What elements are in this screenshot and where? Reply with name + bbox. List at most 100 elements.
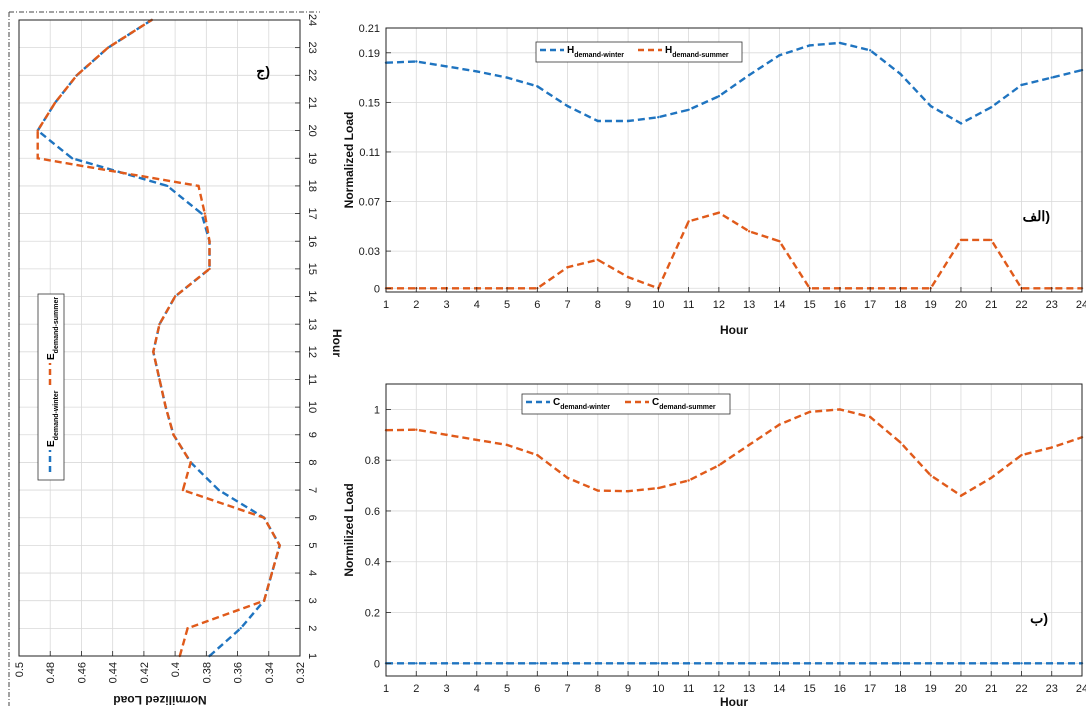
chart-e-hour-tick-label: 22 <box>306 69 318 81</box>
chart-h-point-summer <box>687 220 690 223</box>
chart-h-legend-summer-name: H <box>665 45 672 56</box>
chart-c-point-winter <box>596 662 599 665</box>
chart-h-x-tick-label: 19 <box>925 299 937 311</box>
chart-e-load-ticks: 0.32 0.34 0.36 0.38 0.4 0.42 0.44 0.46 0.48 0.5 <box>14 651 307 683</box>
chart-h-x-tick-label: 24 <box>1076 299 1086 311</box>
chart-h-point-winter <box>415 60 418 63</box>
chart-e-point-winter <box>166 184 169 188</box>
chart-h-y-tick-label: 0.15 <box>359 97 380 109</box>
chart-c-point-winter <box>808 662 811 665</box>
chart-h-x-tick-label: 22 <box>1015 299 1027 311</box>
chart-c-x-tick-label: 20 <box>955 683 967 695</box>
chart-h-point-winter <box>778 54 781 57</box>
chart-c-x-tick-label: 5 <box>504 683 510 695</box>
chart-h-panel-label: الف) <box>1023 208 1050 224</box>
chart-c-legend-winter-sub: demand-winter <box>560 404 610 411</box>
chart-e-hour-tick-label: 9 <box>306 432 318 438</box>
chart-c-legend: Cdemand-winter Cdemand-summer <box>521 393 731 415</box>
svg-text:Edemand-winter: Edemand-winter <box>46 390 60 447</box>
chart-e-load-tick-label: 0.44 <box>108 662 120 683</box>
chart-c-point-summer <box>596 489 599 492</box>
chart-c-point-winter <box>475 662 478 665</box>
chart-e-hour-tick-label: 19 <box>306 152 318 164</box>
chart-e-hour-tick-label: 2 <box>306 625 318 631</box>
chart-c-point-summer <box>566 476 569 480</box>
chart-c-x-tick-label: 18 <box>894 683 906 695</box>
chart-c-y-tick-label: 0.8 <box>365 455 380 467</box>
chart-c-plot-frame <box>385 383 1083 677</box>
chart-e-point-summer <box>262 599 266 602</box>
chart-c-x-tick-label: 19 <box>925 683 937 695</box>
chart-h-point-winter <box>626 119 630 123</box>
chart-c-point-summer <box>808 410 811 414</box>
chart-c-point-winter <box>869 662 872 665</box>
chart-c-point-winter <box>959 662 963 665</box>
chart-c-x-tick-label: 10 <box>652 683 664 695</box>
chart-h-point-summer <box>596 258 599 261</box>
chart-c-point-summer <box>959 494 963 497</box>
chart-c-point-winter <box>445 662 448 665</box>
chart-h-point-winter <box>808 44 811 47</box>
chart-c-x-tick-label: 15 <box>804 683 816 695</box>
chart-c-point-winter <box>566 662 569 665</box>
chart-e-hour-tick-label: 16 <box>306 235 318 247</box>
chart-e-point-summer <box>152 350 155 353</box>
chart-e-load-tick-label: 0.42 <box>139 662 151 683</box>
chart-c-x-axis-label: Hour <box>720 695 748 709</box>
chart-c-point-summer <box>929 474 932 477</box>
chart-c-y-tick-label: 1 <box>374 404 380 416</box>
chart-e-point-winter <box>217 488 220 492</box>
chart-h-demand: 1 2 3 4 5 6 7 8 9 10 11 12 13 14 15 16 17 18 19 20 21 22 23 24 … <box>342 23 1086 337</box>
chart-c-point-summer <box>778 423 781 426</box>
chart-e-point-summer <box>197 184 200 188</box>
chart-e-legend-summer-sub: demand-summer <box>53 297 60 354</box>
chart-e-legend-winter-sub: demand-winter <box>53 390 60 440</box>
chart-h-x-tick-label: 10 <box>652 299 664 311</box>
chart-h-legend-winter-name: H <box>567 45 574 56</box>
chart-h-point-summer <box>626 275 630 279</box>
chart-e-point-summer <box>158 378 161 381</box>
chart-h-point-winter <box>929 104 932 108</box>
chart-h-x-tick-label: 16 <box>834 299 846 311</box>
chart-c-x-tick-label: 2 <box>413 683 419 695</box>
chart-e-point-summer <box>36 129 39 132</box>
chart-e-hour-tick-label: 11 <box>306 374 318 385</box>
chart-h-point-summer <box>747 230 751 233</box>
chart-e-hour-tick-label: 24 <box>306 14 318 26</box>
chart-c-legend-winter-name: C <box>553 397 560 408</box>
chart-h-point-winter <box>505 76 509 79</box>
chart-e-load-tick-label: 0.32 <box>295 662 307 683</box>
chart-e-hour-tick-label: 7 <box>306 487 318 493</box>
chart-c-point-summer <box>747 443 751 447</box>
chart-h-y-tick-label: 0.03 <box>359 246 380 258</box>
chart-h-legend-summer-sub: demand-summer <box>672 52 729 59</box>
chart-h-x-tick-label: 14 <box>773 299 785 311</box>
chart-c-y-axis-label: Normilized Load <box>342 483 356 576</box>
chart-c-x-tick-label: 23 <box>1046 683 1058 695</box>
chart-h-y-tick-label: 0.11 <box>359 147 380 159</box>
chart-c-point-summer <box>536 453 539 457</box>
chart-h-point-winter <box>566 104 569 108</box>
chart-h-x-tick-label: 4 <box>474 299 480 311</box>
chart-e-load-tick-label: 0.4 <box>170 662 182 677</box>
chart-c-x-tick-label: 6 <box>534 683 540 695</box>
chart-c-point-summer <box>990 476 993 480</box>
chart-c-point-winter <box>687 662 690 665</box>
chart-h-point-winter <box>657 116 660 119</box>
chart-h-point-summer <box>778 240 781 243</box>
svg-text:Cdemand-winter: Cdemand-winter <box>553 397 610 411</box>
chart-e-hour-tick-label: 5 <box>306 542 318 548</box>
chart-e-hour-tick-label: 8 <box>306 459 318 465</box>
chart-e-hour-tick-label: 18 <box>306 180 318 192</box>
chart-e-point-summer <box>270 571 274 575</box>
chart-e-hour-tick-label: 3 <box>306 598 318 604</box>
chart-c-point-summer <box>475 438 478 442</box>
chart-h-y-axis-label: Normalized Load <box>342 112 356 209</box>
chart-h-x-tick-label: 2 <box>413 299 419 311</box>
chart-e-point-summer <box>208 267 211 271</box>
chart-h-x-tick-label: 5 <box>504 299 510 311</box>
chart-c-panel-label: ب) <box>1030 610 1048 626</box>
chart-h-series <box>384 41 1084 290</box>
chart-e-load-tick-label: 0.48 <box>45 662 57 683</box>
